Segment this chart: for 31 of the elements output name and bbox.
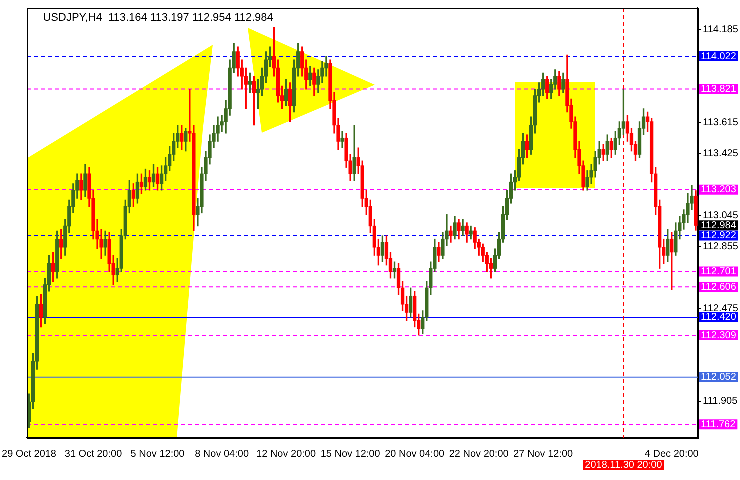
y-tick-label: 113.615: [703, 118, 739, 129]
ref-line-label: 114.022: [701, 51, 737, 62]
y-tick-label: 114.185: [703, 24, 739, 36]
x-tick-label: 27 Nov 12:00: [514, 448, 574, 460]
ref-line-label: 112.922: [701, 230, 737, 242]
x-tick-label: 5 Nov 12:00: [130, 448, 186, 460]
x-tick-label: 20 Nov 04:00: [385, 448, 446, 460]
x-tick-label: 29 Oct 2018: [2, 448, 57, 460]
x-tick-label: 8 Nov 04:00: [195, 448, 250, 460]
y-tick-label: 112.475: [703, 303, 739, 314]
x-tick-label: 2018.11.30 20:00: [585, 460, 663, 471]
y-tick-label: 113.425: [703, 148, 739, 160]
x-tick-label: 15 Nov 12:00: [320, 448, 381, 460]
ref-line-label: 112.420: [701, 312, 737, 324]
ref-line-label: 112.309: [701, 330, 737, 342]
ref-line-label: 112.606: [701, 282, 737, 293]
y-tick-label: 111.905: [703, 396, 738, 408]
candlestick: [340, 131, 344, 148]
x-tick-label: 12 Nov 20:00: [256, 448, 316, 460]
ref-line-label: 113.821: [701, 84, 737, 96]
ref-line-label: 112.701: [701, 266, 737, 278]
text: 112.984: [701, 220, 737, 232]
x-tick-label: 31 Oct 20:00: [64, 448, 123, 460]
y-tick-label: 112.855: [703, 241, 739, 252]
chart-title: USDJPY,H4 113.164 113.197 112.954 112.984: [43, 12, 274, 24]
ref-line-label: 111.762: [701, 419, 736, 430]
x-tick-label: 22 Nov 20:00: [449, 448, 510, 460]
ref-line-label: 112.052: [701, 372, 737, 384]
ref-line-label: 113.203: [701, 184, 737, 196]
x-tick-label: 4 Dec 20:00: [644, 448, 700, 460]
y-tick-label: 113.045: [703, 210, 739, 222]
